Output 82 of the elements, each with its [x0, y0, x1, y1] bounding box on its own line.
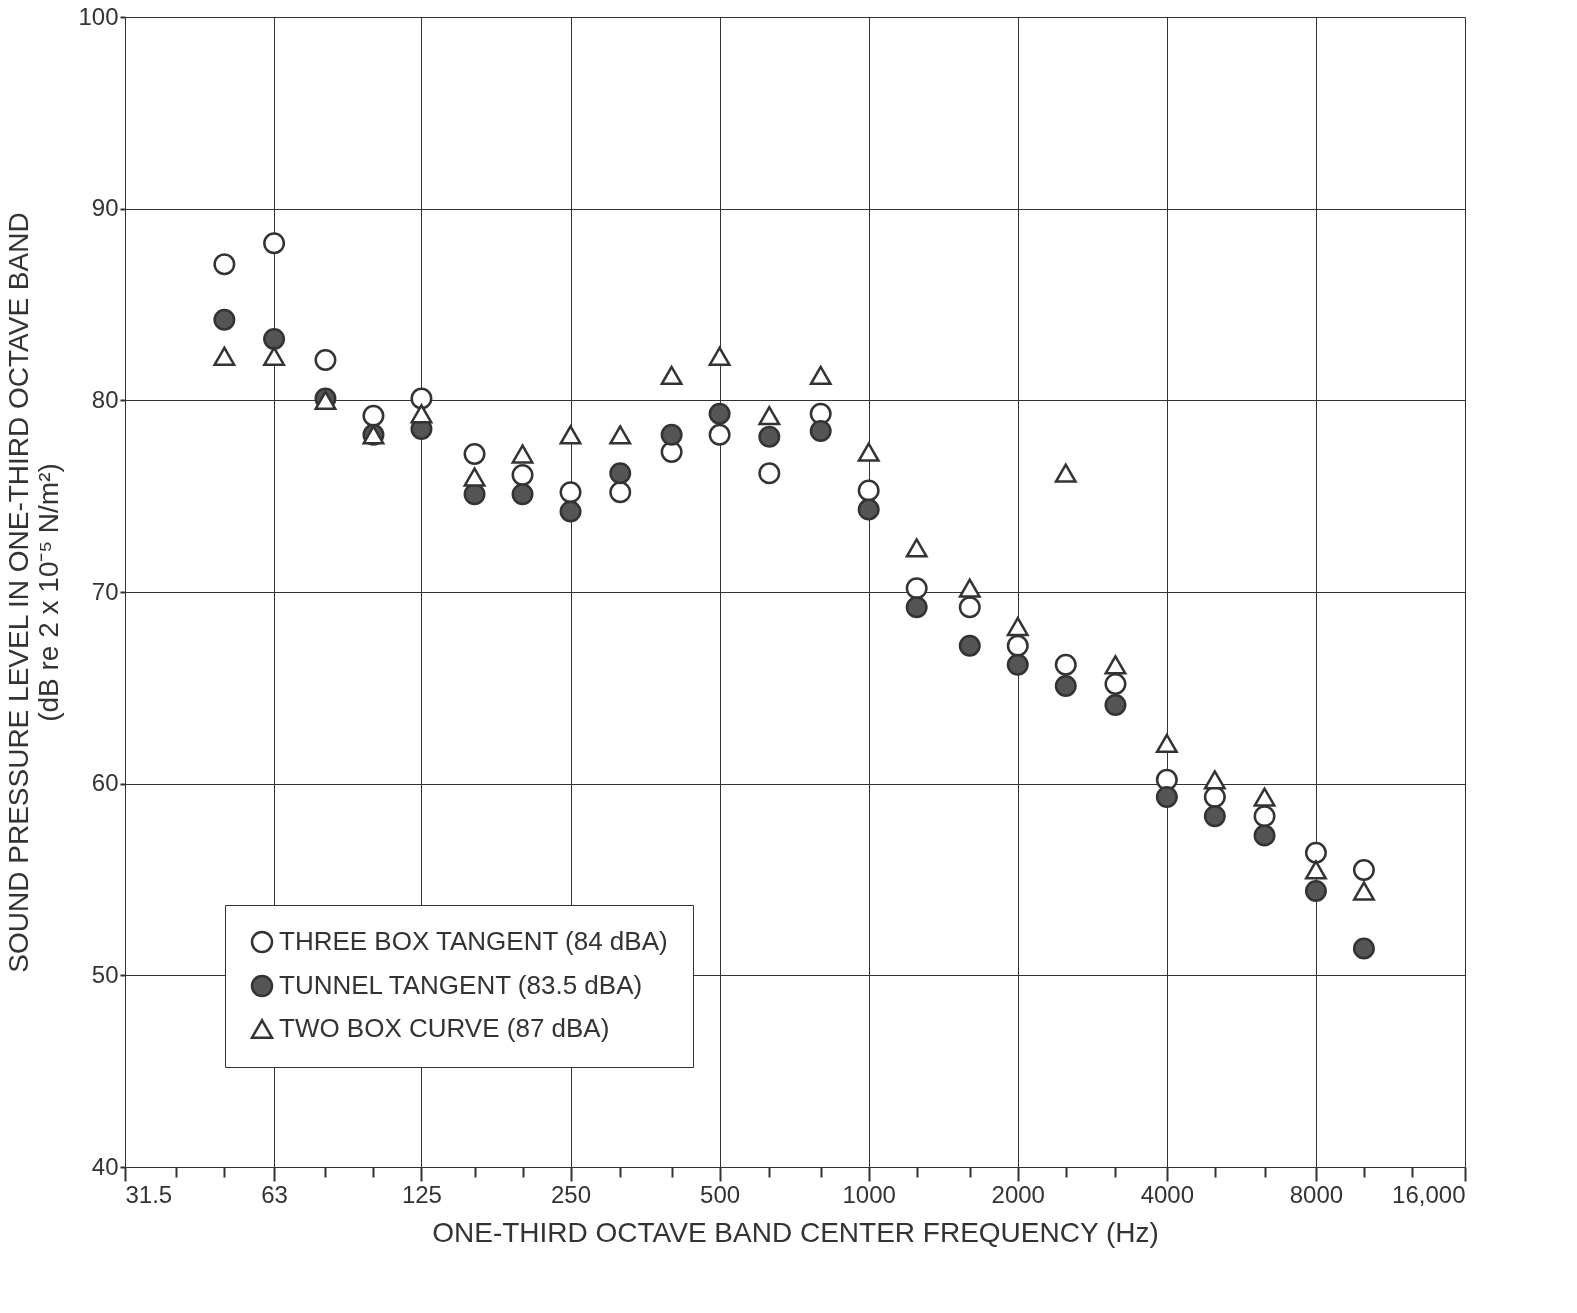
- point: [1253, 824, 1276, 847]
- point: [314, 349, 337, 372]
- y-tick-label: 80: [91, 385, 119, 413]
- point: [905, 596, 928, 619]
- point: [263, 346, 286, 366]
- point: [809, 420, 832, 442]
- point: [1304, 880, 1327, 902]
- point: [1054, 463, 1077, 483]
- point: [708, 402, 731, 425]
- point: [660, 365, 683, 386]
- point: [857, 498, 880, 521]
- point: [758, 425, 781, 448]
- point: [1006, 653, 1029, 676]
- point: [1203, 770, 1226, 790]
- point: [1304, 841, 1327, 864]
- point: [708, 346, 731, 366]
- point: [708, 423, 731, 446]
- x-axis-title: ONE-THIRD OCTAVE BAND CENTER FREQUENCY (Hz): [432, 1216, 1159, 1248]
- point: [410, 387, 433, 410]
- legend-label: THREE BOX TANGENT (84 dBA): [279, 926, 668, 956]
- point: [758, 462, 781, 485]
- point: [213, 253, 236, 276]
- x-tick-label: 31.5: [125, 1180, 173, 1208]
- point: [1155, 733, 1178, 754]
- y-tick-label: 50: [91, 960, 119, 988]
- point: [1006, 634, 1029, 657]
- point: [1155, 786, 1178, 809]
- point: [857, 442, 880, 462]
- point: [1104, 673, 1127, 695]
- x-tick-label: 125: [401, 1180, 442, 1208]
- y-tick-label: 60: [91, 769, 119, 797]
- point: [1054, 653, 1077, 676]
- point: [559, 425, 582, 445]
- x-tick-label: 250: [551, 1180, 592, 1208]
- point: [511, 464, 534, 487]
- point: [1054, 674, 1077, 697]
- point: [559, 481, 582, 504]
- point: [660, 423, 683, 446]
- x-tick-label: 2000: [991, 1180, 1045, 1208]
- point: [905, 538, 928, 558]
- x-tick-label: 63: [261, 1180, 288, 1208]
- x-tick-label: 500: [700, 1180, 741, 1208]
- point: [609, 425, 632, 445]
- y-tick-label: 40: [91, 1152, 119, 1180]
- point: [905, 577, 928, 600]
- point: [1304, 860, 1327, 880]
- point: [1352, 858, 1375, 881]
- point: [1352, 937, 1375, 960]
- y-tick-label: 100: [78, 2, 119, 30]
- legend-label: TWO BOX CURVE (87 dBA): [279, 1013, 610, 1043]
- x-tick-label: 8000: [1289, 1180, 1344, 1208]
- point: [213, 346, 236, 366]
- point: [1253, 805, 1276, 828]
- point: [958, 634, 981, 657]
- point: [1352, 881, 1375, 901]
- point: [758, 405, 781, 426]
- point: [609, 481, 632, 504]
- legend-label: TUNNEL TANGENT (83.5 dBA): [279, 970, 643, 1000]
- point: [958, 596, 981, 619]
- x-tick-label: 16,000: [1392, 1180, 1466, 1208]
- point: [958, 578, 981, 598]
- point: [362, 404, 385, 427]
- y-tick-label: 70: [91, 577, 119, 605]
- point: [1203, 805, 1226, 828]
- y-axis-title: SOUND PRESSURE LEVEL IN ONE-THIRD OCTAVE BAND (dB re 2 x 10⁻⁵ N/m²): [3, 212, 65, 973]
- point: [809, 365, 832, 386]
- x-tick-label: 1000: [842, 1180, 896, 1208]
- point: [511, 444, 534, 464]
- point: [263, 232, 286, 255]
- point: [410, 404, 433, 424]
- point: [609, 462, 632, 485]
- y-tick-label: 90: [91, 194, 119, 222]
- point: [263, 328, 286, 350]
- point: [1006, 616, 1029, 637]
- point: [213, 308, 236, 331]
- point: [857, 479, 880, 502]
- point: [1104, 694, 1127, 717]
- point: [511, 483, 534, 506]
- point: [1104, 655, 1127, 675]
- point: [1253, 787, 1276, 807]
- point: [559, 500, 582, 523]
- x-tick-label: 4000: [1140, 1180, 1195, 1208]
